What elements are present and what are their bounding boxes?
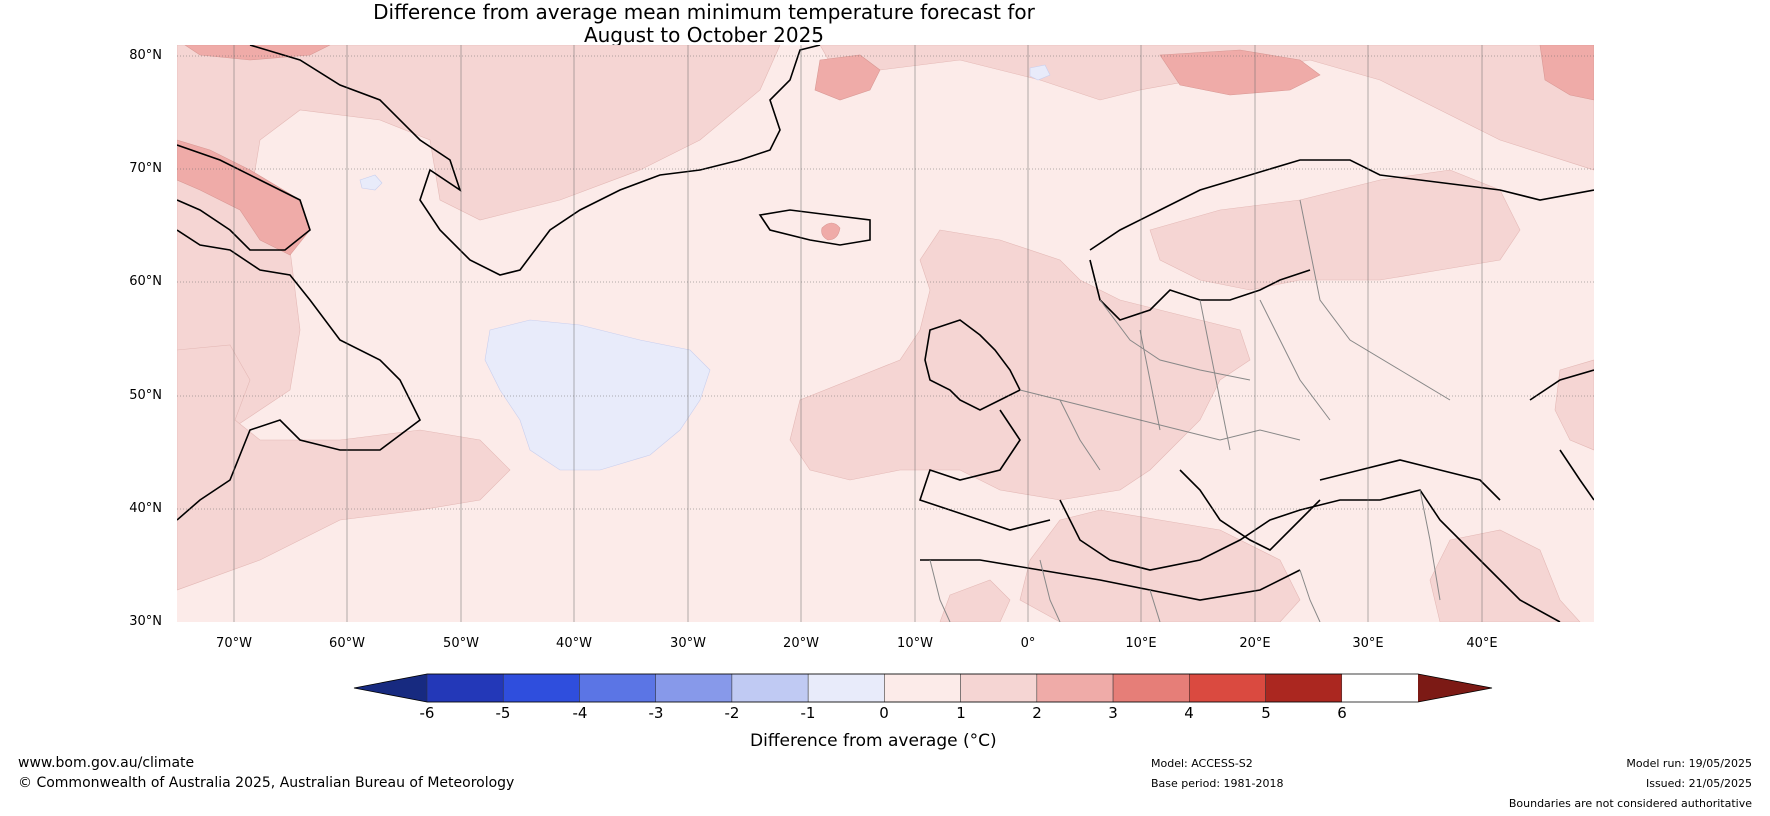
footer-website: www.bom.gov.au/climate bbox=[18, 755, 195, 771]
lon-label-20e: 20°E bbox=[1239, 636, 1271, 651]
lon-label-40w: 40°W bbox=[556, 636, 592, 651]
longitude-gridlines bbox=[233, 45, 1483, 622]
colorbar-tick: 5 bbox=[1261, 704, 1271, 722]
lat-label-50n: 50°N bbox=[129, 388, 162, 403]
map-title-line1: Difference from average mean minimum tem… bbox=[373, 0, 1035, 24]
colorbar-tick: -2 bbox=[724, 704, 740, 722]
latitude-gridlines bbox=[177, 55, 1594, 510]
country-borders bbox=[929, 199, 1451, 622]
lon-label-60w: 60°W bbox=[329, 636, 365, 651]
colorbar-tick: -4 bbox=[572, 704, 588, 722]
footer-base-period: Base period: 1981-2018 bbox=[1151, 777, 1284, 790]
lon-label-30e: 30°E bbox=[1352, 636, 1384, 651]
colorbar-tick: 4 bbox=[1184, 704, 1194, 722]
colorbar-cell bbox=[960, 673, 1038, 703]
lat-label-70n: 70°N bbox=[129, 161, 162, 176]
colorbar-cell bbox=[1265, 673, 1343, 703]
lon-label-30w: 30°W bbox=[670, 636, 706, 651]
colorbar-tick: -3 bbox=[648, 704, 664, 722]
colorbar-tick: 6 bbox=[1337, 704, 1347, 722]
colorbar-tick: -1 bbox=[800, 704, 816, 722]
colorbar-cell bbox=[731, 673, 809, 703]
footer-copyright: © Commonwealth of Australia 2025, Austra… bbox=[18, 775, 515, 791]
lon-label-50w: 50°W bbox=[443, 636, 479, 651]
colorbar-cell bbox=[1036, 673, 1114, 703]
coastlines bbox=[177, 45, 1594, 622]
colorbar-tick: 0 bbox=[879, 704, 889, 722]
lat-label-40n: 40°N bbox=[129, 501, 162, 516]
lon-label-20w: 20°W bbox=[783, 636, 819, 651]
lat-label-30n: 30°N bbox=[129, 614, 162, 629]
lon-label-10w: 10°W bbox=[897, 636, 933, 651]
colorbar-cell bbox=[1189, 673, 1266, 703]
lat-label-80n: 80°N bbox=[129, 48, 162, 63]
colorbar-max-extension bbox=[1418, 674, 1492, 702]
colorbar bbox=[353, 673, 1493, 703]
lon-label-10e: 10°E bbox=[1125, 636, 1157, 651]
colorbar-tick: 2 bbox=[1032, 704, 1042, 722]
map-title-line2: August to October 2025 bbox=[583, 23, 825, 47]
colorbar-cell bbox=[426, 673, 504, 703]
lat-label-60n: 60°N bbox=[129, 274, 162, 289]
map-plot-area bbox=[177, 45, 1594, 622]
colorbar-cell bbox=[884, 673, 961, 703]
map-background-fill bbox=[177, 45, 1594, 622]
colorbar-tick: 3 bbox=[1108, 704, 1118, 722]
footer-model-run: Model run: 19/05/2025 bbox=[1626, 757, 1752, 770]
warm-anomaly-regions bbox=[177, 45, 1594, 622]
footer-disclaimer: Boundaries are not considered authoritat… bbox=[1508, 797, 1752, 810]
warmer-anomaly-regions bbox=[177, 45, 1594, 256]
lon-label-0: 0° bbox=[1020, 636, 1036, 651]
colorbar-tick: -5 bbox=[495, 704, 511, 722]
cool-anomaly-regions bbox=[359, 64, 1051, 471]
footer-issued: Issued: 21/05/2025 bbox=[1645, 777, 1752, 790]
colorbar-cell bbox=[655, 673, 733, 703]
colorbar-label: Difference from average (°C) bbox=[750, 731, 997, 751]
footer-model: Model: ACCESS-S2 bbox=[1151, 757, 1253, 770]
colorbar-min-extension bbox=[354, 674, 427, 702]
colorbar-tick: 1 bbox=[956, 704, 966, 722]
lon-label-40e: 40°E bbox=[1466, 636, 1498, 651]
lon-label-70w: 70°W bbox=[216, 636, 252, 651]
colorbar-cell bbox=[502, 673, 580, 703]
colorbar-tick: -6 bbox=[419, 704, 435, 722]
colorbar-cell bbox=[807, 673, 885, 703]
colorbar-cell bbox=[579, 673, 656, 703]
colorbar-cell bbox=[1112, 673, 1190, 703]
